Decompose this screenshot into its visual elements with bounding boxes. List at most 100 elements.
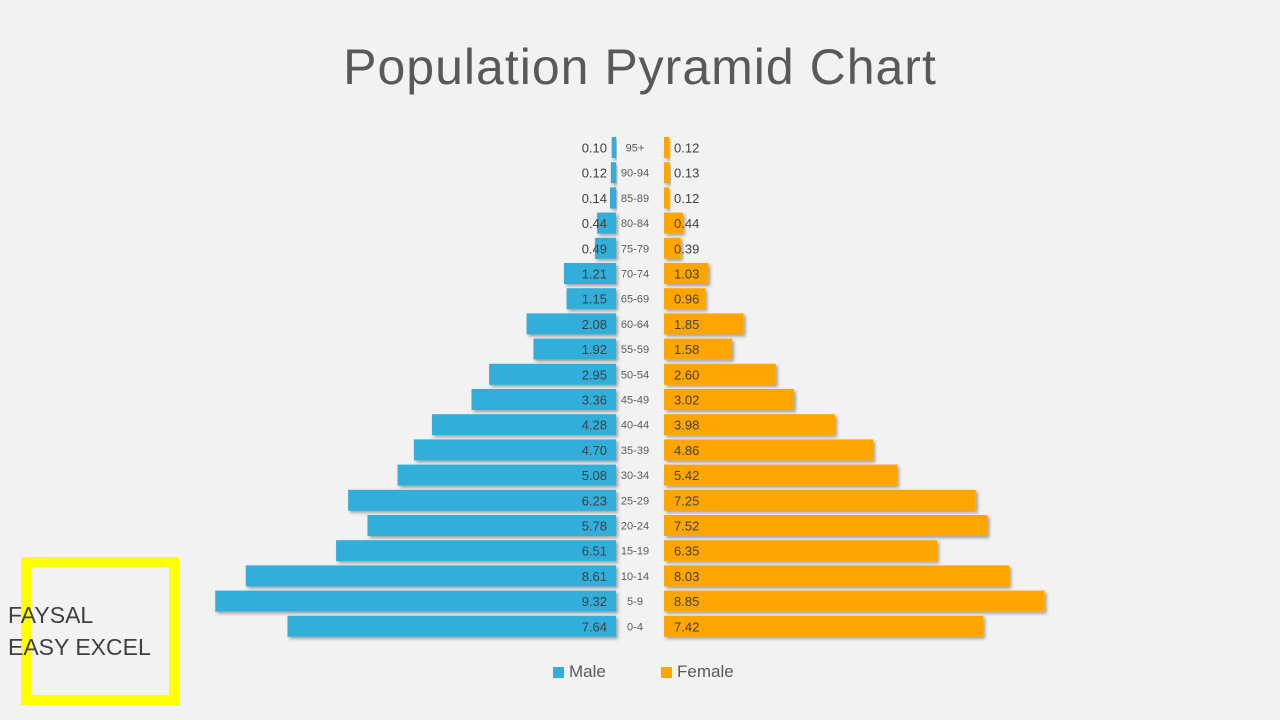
age-group-label: 0-4 (627, 621, 643, 633)
watermark-line-2: EASY EXCEL (8, 634, 151, 660)
female-value-label: 0.13 (674, 166, 699, 181)
male-value-label: 8.61 (582, 569, 607, 584)
female-value-label: 7.52 (674, 519, 699, 534)
male-value-label: 0.12 (582, 166, 607, 181)
legend-item-male: Male (553, 662, 606, 682)
age-group-label: 95+ (626, 143, 645, 155)
male-bar-50-54 (489, 363, 616, 385)
male-bar-80-84 (597, 212, 616, 234)
female-bar-20-24 (664, 515, 988, 536)
male-bar-55-59 (533, 338, 616, 360)
female-value-label: 2.60 (674, 367, 699, 382)
female-value-label: 0.39 (674, 241, 699, 256)
age-group-label: 5-9 (627, 596, 643, 608)
age-group-label: 85-89 (621, 193, 649, 205)
age-group-label: 75-79 (621, 243, 649, 255)
age-group-label: 35-39 (621, 445, 649, 457)
female-value-label: 1.85 (674, 317, 699, 332)
male-value-label: 1.92 (582, 342, 607, 357)
male-value-label: 0.49 (582, 241, 607, 256)
age-group-label: 25-29 (621, 495, 649, 507)
age-group-label: 40-44 (621, 420, 649, 432)
female-value-label: 0.96 (674, 292, 699, 307)
age-group-label: 15-19 (621, 546, 649, 558)
female-value-label: 0.12 (674, 191, 699, 206)
female-value-label: 8.03 (674, 569, 699, 584)
female-bar-80-84 (664, 212, 683, 234)
male-value-label: 1.15 (582, 292, 607, 307)
male-value-label: 0.44 (582, 216, 607, 231)
male-bar-15-19 (336, 540, 616, 562)
age-group-label: 80-84 (621, 218, 649, 230)
female-value-label: 7.25 (674, 493, 699, 508)
female-value-label: 0.44 (674, 216, 699, 231)
female-bar-70-74 (664, 263, 709, 284)
female-bar-45-49 (664, 389, 794, 410)
male-bar-35-39 (413, 439, 616, 461)
male-bar-40-44 (431, 414, 616, 436)
age-group-label: 30-34 (621, 470, 649, 482)
legend-item-female: Female (661, 662, 734, 682)
male-value-label: 5.08 (582, 468, 607, 483)
male-bar-75-79 (594, 237, 616, 259)
legend-swatch-female (661, 666, 672, 678)
male-value-label: 6.23 (582, 493, 607, 508)
male-value-label: 3.36 (582, 393, 607, 408)
female-bar-5-9 (664, 590, 1045, 612)
female-bar-50-54 (664, 363, 776, 385)
age-group-label: 90-94 (621, 168, 649, 180)
male-bar-20-24 (367, 515, 616, 536)
male-value-label: 2.08 (582, 317, 607, 332)
female-bar-30-34 (664, 464, 898, 486)
female-value-label: 7.42 (674, 619, 699, 634)
female-bar-95+ (664, 137, 670, 158)
female-bar-15-19 (664, 540, 938, 562)
watermark-line-1: FAYSAL (8, 602, 94, 628)
chart-legend: Male Female (0, 662, 1280, 684)
male-bar-10-14 (245, 565, 616, 587)
male-bar-45-49 (471, 389, 616, 410)
age-group-label: 20-24 (621, 521, 649, 533)
male-bar-25-29 (348, 489, 616, 511)
legend-label-female: Female (677, 662, 734, 681)
female-bar-75-79 (664, 237, 681, 259)
female-bar-25-29 (664, 489, 976, 511)
watermark-frame (21, 557, 179, 705)
male-value-label: 6.51 (582, 544, 607, 559)
male-bar-85-89 (609, 187, 616, 209)
male-bar-70-74 (563, 263, 616, 284)
female-value-label: 0.12 (674, 141, 699, 156)
male-value-label: 0.14 (582, 191, 607, 206)
female-value-label: 5.42 (674, 468, 699, 483)
chart-title: Population Pyramid Chart (343, 39, 937, 95)
male-value-label: 1.21 (582, 267, 607, 282)
female-value-label: 3.02 (674, 393, 699, 408)
female-value-label: 6.35 (674, 544, 699, 559)
male-value-label: 9.32 (582, 594, 607, 609)
male-value-label: 5.78 (582, 519, 607, 534)
female-value-label: 1.03 (674, 267, 699, 282)
male-value-label: 7.64 (582, 619, 607, 634)
male-value-label: 2.95 (582, 367, 607, 382)
female-bar-40-44 (664, 414, 836, 436)
age-group-label: 70-74 (621, 269, 649, 281)
male-bar-95+ (611, 137, 616, 158)
legend-swatch-male (553, 666, 564, 678)
female-value-label: 4.86 (674, 443, 699, 458)
male-value-label: 4.28 (582, 418, 607, 433)
female-value-label: 1.58 (674, 342, 699, 357)
female-bar-60-64 (664, 313, 744, 335)
age-group-label: 50-54 (621, 369, 649, 381)
age-group-label: 45-49 (621, 395, 649, 407)
male-bar-5-9 (215, 590, 617, 612)
age-group-label: 55-59 (621, 344, 649, 356)
male-bar-90-94 (610, 162, 616, 184)
male-bar-0-4 (287, 615, 616, 637)
female-value-label: 8.85 (674, 594, 699, 609)
male-value-label: 0.10 (582, 141, 607, 156)
female-bar-35-39 (664, 439, 873, 461)
female-bar-55-59 (664, 338, 732, 360)
age-group-label: 65-69 (621, 294, 649, 306)
female-bar-0-4 (664, 615, 984, 637)
male-bar-30-34 (397, 464, 616, 486)
